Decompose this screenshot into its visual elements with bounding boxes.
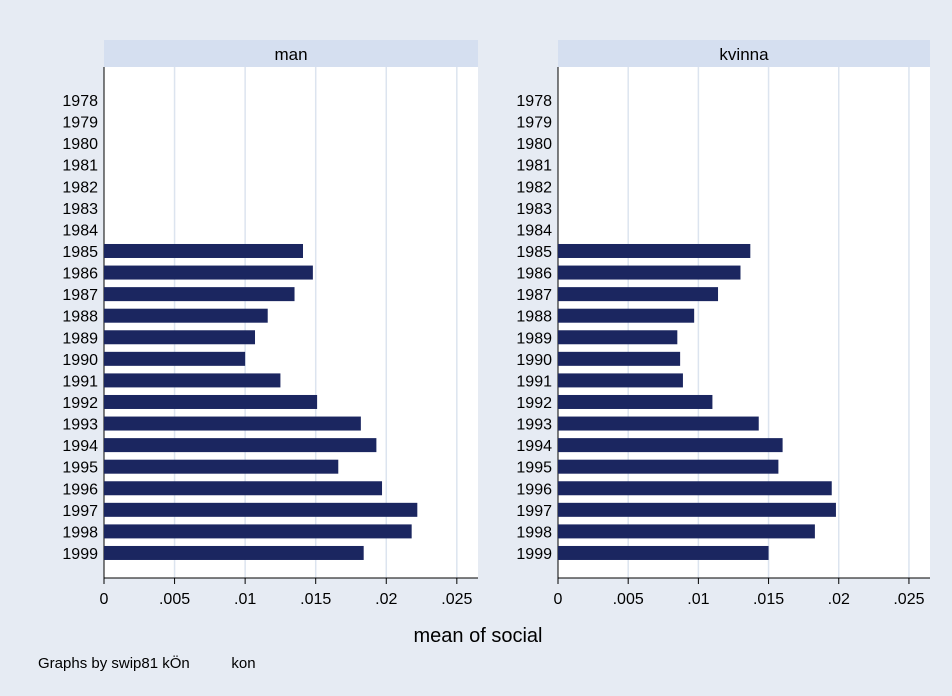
year-label: 1988 xyxy=(516,309,552,326)
bar-1999 xyxy=(558,545,769,560)
x-tick-label: .02 xyxy=(828,591,850,608)
panel-title: man xyxy=(274,45,307,64)
year-label: 1979 xyxy=(62,115,98,132)
year-label: 1997 xyxy=(516,503,552,520)
x-tick-label: .015 xyxy=(753,591,784,608)
bar-1991 xyxy=(104,373,281,388)
year-label: 1994 xyxy=(516,438,552,455)
x-tick-label: .01 xyxy=(234,591,256,608)
bar-1998 xyxy=(104,524,412,539)
year-label: 1984 xyxy=(62,222,98,239)
bar-1990 xyxy=(558,351,681,366)
x-tick-label: .025 xyxy=(441,591,472,608)
bar-1996 xyxy=(104,481,383,496)
year-label: 1990 xyxy=(62,352,98,369)
year-label: 1978 xyxy=(516,93,552,110)
bar-1993 xyxy=(104,416,361,431)
bar-1990 xyxy=(104,351,246,366)
bar-1994 xyxy=(558,438,783,453)
x-tick-label: .025 xyxy=(893,591,924,608)
year-label: 1985 xyxy=(62,244,98,261)
year-label: 1980 xyxy=(516,136,552,153)
x-tick-label: .01 xyxy=(687,591,709,608)
year-label: 1999 xyxy=(62,546,98,563)
year-label: 1982 xyxy=(62,179,98,196)
year-label: 1989 xyxy=(516,330,552,347)
year-label: 1998 xyxy=(516,524,552,541)
year-label: 1996 xyxy=(62,481,98,498)
year-label: 1990 xyxy=(516,352,552,369)
graphs-by-note: Graphs by swip81 kÖn kon xyxy=(38,654,256,672)
year-label: 1992 xyxy=(62,395,98,412)
panel-strip xyxy=(558,40,930,67)
x-tick-label: 0 xyxy=(100,591,109,608)
year-label: 1983 xyxy=(516,201,552,218)
bar-1991 xyxy=(558,373,683,388)
year-label: 1982 xyxy=(516,179,552,196)
year-label: 1997 xyxy=(62,503,98,520)
panel-kvinna: kvinna 0 .005 .01 .015 .02 .025 1978 1979 1980 198… xyxy=(516,40,930,608)
year-label: 1993 xyxy=(516,417,552,434)
year-label: 1996 xyxy=(516,481,552,498)
x-tick-label: .005 xyxy=(613,591,644,608)
bar-1999 xyxy=(104,545,364,560)
x-tick-label: .015 xyxy=(300,591,331,608)
panel-man: man 0 .005 .01 .015 .02 .025 1978 1979 1980 1981 19… xyxy=(62,40,478,608)
bar-1996 xyxy=(558,481,832,496)
bar-1988 xyxy=(558,308,695,323)
bar-1992 xyxy=(104,394,318,409)
year-label: 1995 xyxy=(62,460,98,477)
year-label: 1991 xyxy=(516,373,552,390)
x-tick-label: .02 xyxy=(375,591,397,608)
bar-1989 xyxy=(558,330,678,345)
year-label: 1986 xyxy=(62,266,98,283)
year-label: 1994 xyxy=(62,438,98,455)
year-label: 1992 xyxy=(516,395,552,412)
year-label: 1986 xyxy=(516,266,552,283)
bar-1987 xyxy=(104,287,295,302)
year-label: 1981 xyxy=(62,158,98,175)
year-label: 1995 xyxy=(516,460,552,477)
bar-1995 xyxy=(558,459,779,474)
x-tick-label: 0 xyxy=(554,591,563,608)
bar-1997 xyxy=(104,502,418,517)
year-label: 1981 xyxy=(516,158,552,175)
bar-1995 xyxy=(104,459,339,474)
year-label: 1993 xyxy=(62,417,98,434)
year-label: 1989 xyxy=(62,330,98,347)
year-label: 1978 xyxy=(62,93,98,110)
bar-1985 xyxy=(558,243,751,258)
year-label: 1998 xyxy=(62,524,98,541)
year-label: 1984 xyxy=(516,222,552,239)
bar-1986 xyxy=(104,265,313,280)
bar-1997 xyxy=(558,502,836,517)
panel-title: kvinna xyxy=(719,45,769,64)
bar-1986 xyxy=(558,265,741,280)
panels: man 0 .005 .01 .015 .02 .025 1978 1979 1980 1981 19… xyxy=(62,40,930,608)
x-tick-label: .005 xyxy=(159,591,190,608)
year-label: 1983 xyxy=(62,201,98,218)
bar-1994 xyxy=(104,438,377,453)
x-axis-title: mean of social xyxy=(414,625,543,647)
year-label: 1980 xyxy=(62,136,98,153)
year-label: 1985 xyxy=(516,244,552,261)
year-label: 1987 xyxy=(62,287,98,304)
year-label: 1979 xyxy=(516,115,552,132)
bar-1988 xyxy=(104,308,268,323)
bar-1989 xyxy=(104,330,256,345)
bar-1998 xyxy=(558,524,815,539)
bar-1992 xyxy=(558,394,713,409)
bar-1993 xyxy=(558,416,759,431)
year-label: 1987 xyxy=(516,287,552,304)
year-label: 1991 xyxy=(62,373,98,390)
panel-strip xyxy=(104,40,478,67)
bar-1985 xyxy=(104,243,303,258)
year-label: 1999 xyxy=(516,546,552,563)
bar-1987 xyxy=(558,287,719,302)
year-label: 1988 xyxy=(62,309,98,326)
